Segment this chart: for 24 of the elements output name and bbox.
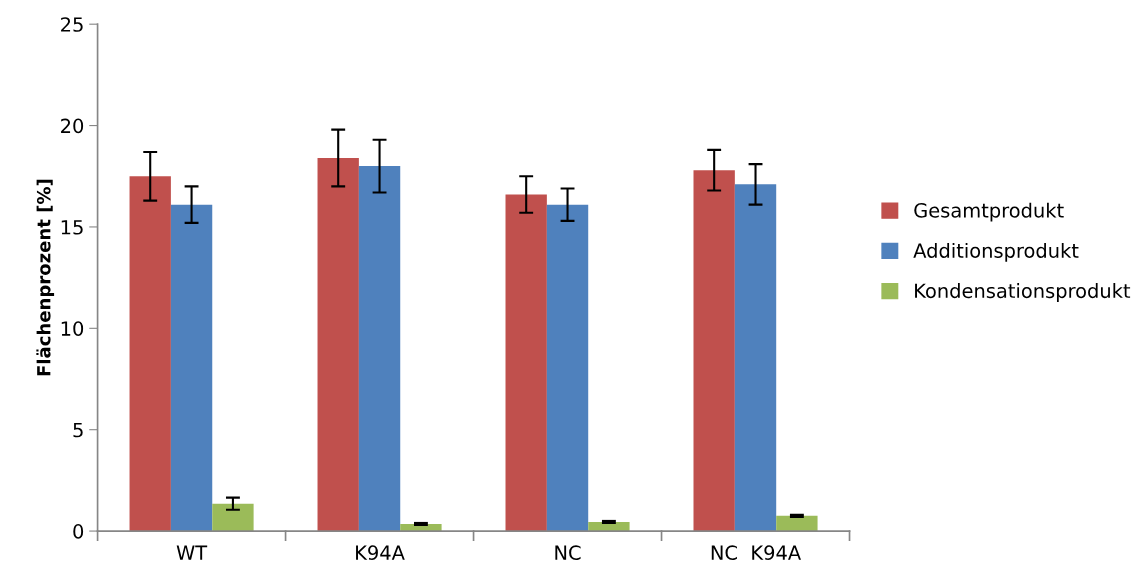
y-tick-label: 5 — [73, 422, 83, 438]
bar — [170, 204, 213, 532]
bar — [129, 176, 171, 532]
legend-label: Additionsprodukt — [913, 242, 1079, 262]
bar — [546, 204, 589, 532]
legend-label: Kondensationsprodukt — [915, 283, 1131, 302]
bar — [505, 194, 547, 532]
x-tick-label: WT — [176, 545, 208, 560]
y-tick-label: 10 — [61, 321, 84, 336]
x-tick-label: NC — [555, 545, 581, 561]
bar — [776, 515, 818, 532]
bar — [212, 503, 254, 532]
bar — [317, 158, 359, 532]
bar — [358, 166, 401, 532]
y-axis-title: Flächenprozent [%] — [36, 179, 55, 376]
y-tick-label: 20 — [61, 118, 84, 134]
legend-label: Gesamtprodukt — [914, 202, 1064, 222]
y-tick-label: 25 — [61, 17, 83, 32]
x-tick-label: K94A — [356, 545, 405, 561]
bar — [734, 184, 777, 532]
bar — [693, 170, 735, 532]
y-tick-label: 15 — [61, 220, 83, 235]
y-tick-label: 0 — [73, 524, 84, 539]
x-tick-label: NC K94A — [711, 545, 802, 561]
